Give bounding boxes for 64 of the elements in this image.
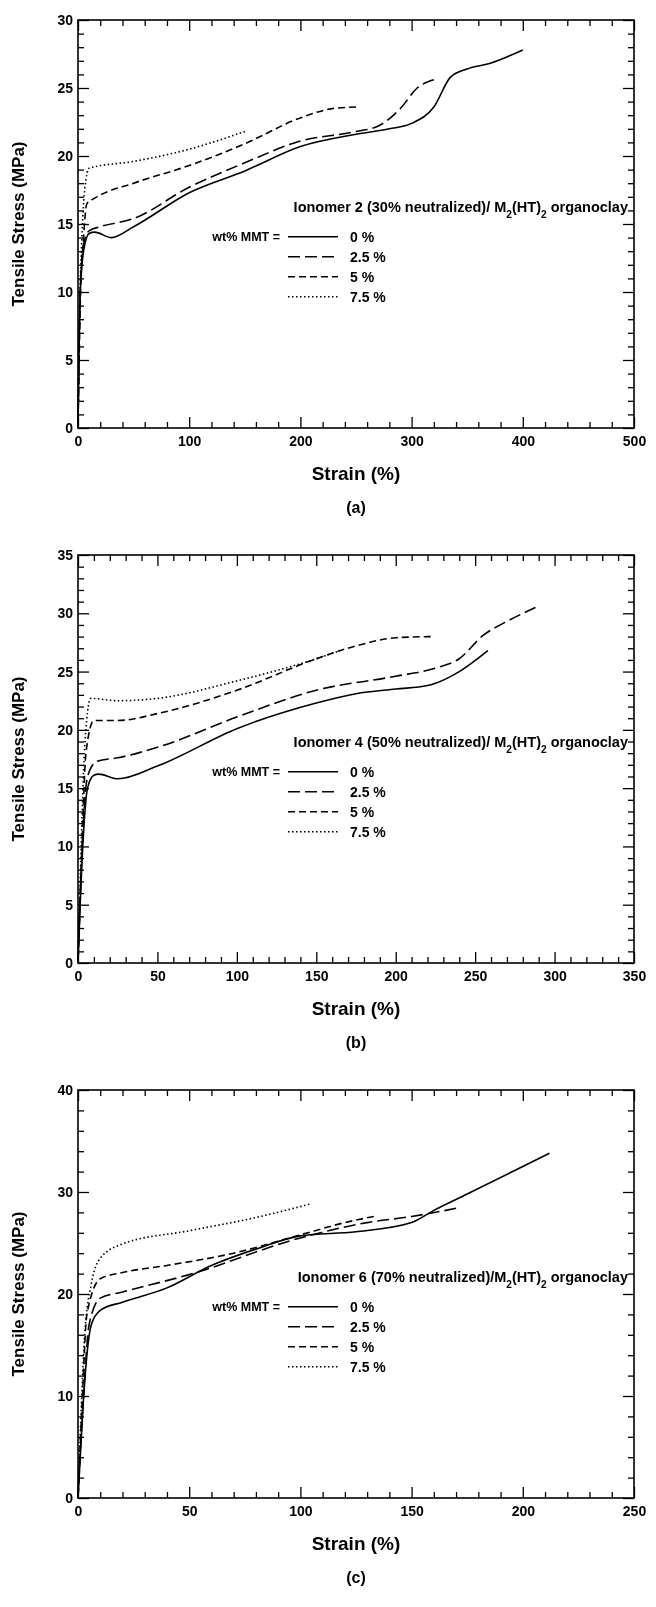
- y-tick-label: 5: [65, 351, 74, 368]
- y-tick-label: 30: [57, 1183, 74, 1200]
- x-axis-title: Strain (%): [311, 998, 401, 1019]
- x-tick-label: 250: [463, 967, 488, 984]
- y-axis-title: Tensile Stress (MPa): [9, 141, 28, 307]
- legend-label: 2.5 %: [350, 1318, 387, 1335]
- x-axis-title: Strain (%): [311, 463, 401, 484]
- annotation: wt% MMT =: [211, 764, 280, 779]
- x-tick-label: 250: [622, 1502, 647, 1519]
- legend-label: 0 %: [350, 1298, 375, 1315]
- y-tick-label: 10: [57, 1387, 74, 1404]
- x-tick-label: 200: [289, 432, 313, 449]
- legend-label: 2.5 %: [350, 783, 387, 800]
- legend-label: 2.5 %: [350, 248, 387, 265]
- y-tick-label: 5: [65, 896, 74, 913]
- annotation: wt% MMT =: [211, 229, 280, 244]
- text: (c): [346, 1569, 366, 1586]
- y-tick-label: 0: [65, 1489, 74, 1506]
- legend-title: Ionomer 2 (30% neutralized)/ M$_{2}$(HT)$_{2}$ organoclay: [293, 198, 628, 220]
- x-tick-label: 50: [150, 967, 166, 984]
- x-tick-label: 400: [511, 432, 536, 449]
- y-tick-label: 15: [57, 780, 74, 797]
- y-tick-label: 25: [57, 79, 74, 96]
- y-tick-label: 20: [57, 147, 74, 164]
- x-tick-label: 150: [305, 967, 329, 984]
- y-axis-title: Tensile Stress (MPa): [9, 676, 28, 842]
- y-axis-title: Tensile Stress (MPa): [9, 1211, 28, 1377]
- x-tick-label: 100: [178, 432, 202, 449]
- y-tick-label: 10: [57, 283, 74, 300]
- legend-label: 5 %: [350, 1338, 375, 1355]
- legend-label: 0 %: [350, 763, 375, 780]
- x-tick-label: 100: [225, 967, 250, 984]
- x-tick-label: 500: [622, 432, 647, 449]
- x-tick-label: 300: [543, 967, 567, 984]
- x-axis-title: Strain (%): [311, 1533, 401, 1554]
- legend-label: 7.5 %: [350, 1358, 387, 1375]
- y-tick-label: 30: [57, 11, 74, 28]
- y-tick-label: 30: [57, 605, 74, 622]
- x-tick-label: 150: [400, 1502, 424, 1519]
- y-tick-label: 35: [57, 546, 74, 563]
- x-tick-label: 350: [622, 967, 647, 984]
- legend-label: 0 %: [350, 228, 375, 245]
- y-tick-label: 0: [65, 419, 74, 436]
- y-tick-label: 25: [57, 663, 74, 680]
- legend-title: Ionomer 4 (50% neutralized)/ M$_{2}$(HT)$_{2}$ organoclay: [293, 733, 628, 755]
- legend-label: 5 %: [350, 803, 375, 820]
- x-tick-label: 100: [289, 1502, 313, 1519]
- x-tick-label: 200: [384, 967, 409, 984]
- y-tick-label: 15: [57, 215, 74, 232]
- annotation: wt% MMT =: [211, 1299, 280, 1314]
- y-tick-label: 10: [57, 838, 74, 855]
- legend-title: Ionomer 6 (70% neutralized)/M$_{2}$(HT)$_{2}$ organoclay: [297, 1268, 628, 1290]
- legend-label: 7.5 %: [350, 288, 387, 305]
- y-tick-label: 40: [57, 1081, 74, 1098]
- text: (a): [346, 499, 366, 516]
- y-tick-label: 20: [57, 721, 74, 738]
- y-tick-label: 0: [65, 954, 74, 971]
- legend-label: 5 %: [350, 268, 375, 285]
- x-tick-label: 300: [400, 432, 424, 449]
- legend-label: 7.5 %: [350, 823, 387, 840]
- x-tick-label: 50: [181, 1502, 198, 1519]
- text: (b): [345, 1034, 367, 1051]
- x-tick-label: 200: [511, 1502, 536, 1519]
- y-tick-label: 20: [57, 1285, 74, 1302]
